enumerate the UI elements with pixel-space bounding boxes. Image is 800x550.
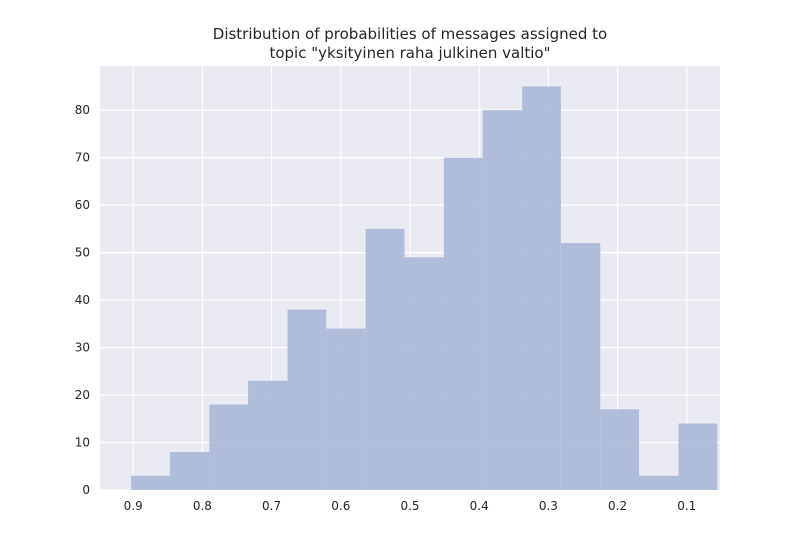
y-axis-ticks: 0 10 20 30 40 50 60 70 80	[75, 103, 90, 497]
histogram-bar-4	[287, 309, 327, 490]
histogram-bar-14	[678, 423, 718, 490]
x-tick-label-0: 0.9	[124, 499, 143, 513]
histogram-bar-9	[482, 110, 523, 491]
x-axis-ticks: 0.9 0.8 0.7 0.6 0.5 0.4 0.3 0.2 0.1	[124, 499, 697, 513]
x-tick-label-8: 0.1	[677, 499, 696, 513]
histogram-bar-13	[639, 475, 679, 490]
y-tick-label-6: 60	[75, 198, 90, 212]
x-tick-label-6: 0.3	[539, 499, 558, 513]
y-tick-label-1: 10	[75, 436, 90, 450]
histogram-bar-1	[169, 452, 210, 490]
histogram-bar-10	[522, 86, 561, 491]
chart-title-line-2: topic "yksityinen raha julkinen valtio"	[269, 44, 550, 62]
chart-title-line-1: Distribution of probabilities of message…	[213, 25, 607, 43]
histogram-bar-6	[365, 228, 405, 490]
y-tick-label-7: 70	[75, 151, 90, 165]
histogram-bar-5	[326, 328, 366, 490]
histogram-bar-11	[560, 243, 601, 490]
x-tick-label-2: 0.7	[262, 499, 281, 513]
histogram-bars	[131, 86, 718, 491]
y-tick-label-8: 80	[75, 103, 90, 117]
histogram-bar-0	[131, 475, 170, 490]
histogram-bar-12	[600, 409, 640, 490]
y-tick-label-0: 0	[82, 483, 90, 497]
histogram-bar-7	[404, 257, 444, 490]
histogram-bar-8	[443, 157, 483, 490]
x-tick-label-3: 0.6	[331, 499, 350, 513]
x-tick-label-4: 0.5	[400, 499, 419, 513]
y-tick-label-3: 30	[75, 341, 90, 355]
histogram-bar-3	[248, 380, 288, 490]
y-tick-label-4: 40	[75, 293, 90, 307]
x-tick-label-7: 0.2	[608, 499, 627, 513]
histogram-bar-2	[209, 404, 249, 490]
x-tick-label-5: 0.4	[470, 499, 489, 513]
y-tick-label-2: 20	[75, 388, 90, 402]
x-tick-label-1: 0.8	[193, 499, 212, 513]
y-tick-label-5: 50	[75, 246, 90, 260]
